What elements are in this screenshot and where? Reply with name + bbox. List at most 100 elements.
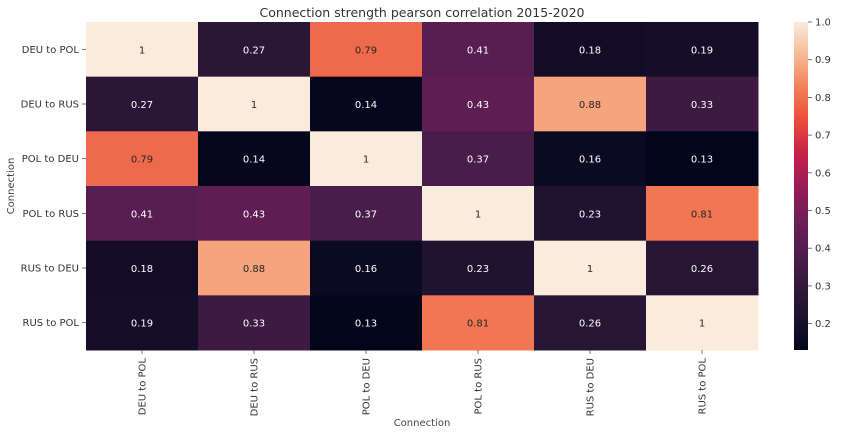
heatmap-cell	[310, 76, 423, 132]
y-tick-label: RUS to POL	[23, 318, 80, 329]
cell-value-label: 0.43	[243, 209, 265, 220]
cell-value-label: 0.43	[467, 100, 489, 111]
colorbar-tick-label: 0.4	[815, 244, 831, 255]
x-tick-label: POL to DEU	[362, 358, 373, 415]
heatmap-cell	[646, 131, 759, 187]
cell-value-label: 0.88	[243, 264, 265, 275]
x-tick-labels: DEU to POL DEU to RUS POL to DEU POL to RUS…	[138, 350, 709, 416]
heatmap-cell	[646, 22, 759, 78]
y-tick-label: POL to RUS	[23, 209, 79, 220]
cell-value-label: 0.13	[355, 319, 377, 330]
heatmap-cell	[198, 22, 311, 78]
heatmap-cell	[646, 240, 759, 296]
colorbar-tick-label: 0.3	[815, 281, 831, 292]
cell-value-label: 1	[363, 155, 369, 166]
heatmap-cell	[646, 295, 759, 351]
heatmap-cell	[198, 295, 311, 351]
cell-value-label: 0.41	[467, 45, 489, 56]
heatmap-cell	[534, 295, 647, 351]
x-tick-label: DEU to POL	[138, 358, 149, 416]
heatmap-cell	[310, 295, 423, 351]
cell-value-label: 0.18	[579, 45, 601, 56]
cell-value-label: 0.33	[243, 319, 265, 330]
cell-value-label: 1	[475, 209, 481, 220]
cell-value-label: 0.81	[691, 209, 713, 220]
colorbar-tick-label: 0.9	[815, 55, 831, 66]
heatmap-cell	[646, 76, 759, 132]
heatmap-cell	[422, 76, 535, 132]
heatmap-cell	[86, 186, 199, 242]
cell-value-label: 1	[699, 319, 705, 330]
y-tick-label: DEU to POL	[22, 45, 80, 56]
heatmap-cell	[198, 76, 311, 132]
cell-value-label: 1	[587, 264, 593, 275]
colorbar-tick-label: 0.6	[815, 168, 831, 179]
y-tick-label: POL to DEU	[22, 154, 79, 165]
heatmap-cell	[422, 186, 535, 242]
heatmap-cell	[310, 186, 423, 242]
heatmap-cell	[534, 76, 647, 132]
heatmap-cell	[86, 295, 199, 351]
cell-value-label: 1	[251, 100, 257, 111]
heatmap-cell	[86, 22, 199, 78]
heatmap-cell	[422, 240, 535, 296]
cell-value-label: 0.19	[131, 319, 153, 330]
heatmap-cell	[534, 131, 647, 187]
heatmap-cell	[86, 131, 199, 187]
cell-value-label: 0.27	[131, 100, 153, 111]
x-tick-label: DEU to RUS	[250, 358, 261, 416]
cell-value-label: 0.79	[355, 45, 377, 56]
heatmap-cell	[646, 186, 759, 242]
cell-value-label: 0.37	[467, 155, 489, 166]
cell-value-label: 0.88	[579, 100, 601, 111]
cell-value-label: 0.23	[467, 264, 489, 275]
heatmap-cell	[534, 240, 647, 296]
heatmap-cell	[198, 131, 311, 187]
x-tick-label: POL to RUS	[474, 358, 485, 414]
colorbar-tick-label: 0.2	[815, 319, 831, 330]
cell-value-label: 0.26	[691, 264, 713, 275]
cell-value-label: 0.26	[579, 319, 601, 330]
heatmap-cell	[310, 131, 423, 187]
x-axis-label: Connection	[394, 418, 451, 429]
cell-value-label: 0.33	[691, 100, 713, 111]
colorbar-tick-label: 0.5	[815, 206, 831, 217]
heatmap-cell	[198, 240, 311, 296]
heatmap-cell	[534, 186, 647, 242]
x-tick-label: RUS to POL	[698, 358, 709, 415]
heatmap-cell	[198, 186, 311, 242]
cell-value-label: 0.14	[355, 100, 377, 111]
chart-title: Connection strength pearson correlation …	[260, 5, 585, 20]
cell-value-label: 1	[139, 45, 145, 56]
cell-value-label: 0.13	[691, 155, 713, 166]
heatmap-cell	[422, 131, 535, 187]
y-axis-label: Connection	[6, 158, 17, 215]
cell-value-label: 0.16	[579, 155, 601, 166]
cell-value-label: 0.14	[243, 155, 265, 166]
cell-value-label: 0.23	[579, 209, 601, 220]
cell-value-label: 0.16	[355, 264, 377, 275]
colorbar: 0.2 0.3 0.4 0.5 0.6 0.7 0.8 0.9 1.0	[794, 18, 831, 350]
heatmap-cell	[86, 76, 199, 132]
heatmap-cell	[422, 295, 535, 351]
cell-value-label: 0.79	[131, 155, 153, 166]
y-tick-label: DEU to RUS	[21, 100, 79, 111]
heatmap-cell	[534, 22, 647, 78]
cell-value-label: 0.41	[131, 209, 153, 220]
heatmap-cell	[310, 22, 423, 78]
colorbar-tick-label: 1.0	[815, 18, 831, 29]
y-tick-labels: DEU to POL DEU to RUS POL to DEU POL to RUS…	[21, 45, 86, 329]
x-tick-label: RUS to DEU	[586, 358, 597, 416]
heatmap-cell	[422, 22, 535, 78]
cell-value-label: 0.19	[691, 45, 713, 56]
heatmap-cell	[86, 240, 199, 296]
colorbar-tick-label: 0.7	[815, 131, 831, 142]
y-tick-label: RUS to DEU	[21, 264, 79, 275]
colorbar-tick-label: 0.8	[815, 93, 831, 104]
cell-value-label: 0.81	[467, 319, 489, 330]
colorbar-gradient	[794, 22, 808, 350]
cell-value-label: 0.37	[355, 209, 377, 220]
cell-value-label: 0.27	[243, 45, 265, 56]
heatmap-cell	[310, 240, 423, 296]
